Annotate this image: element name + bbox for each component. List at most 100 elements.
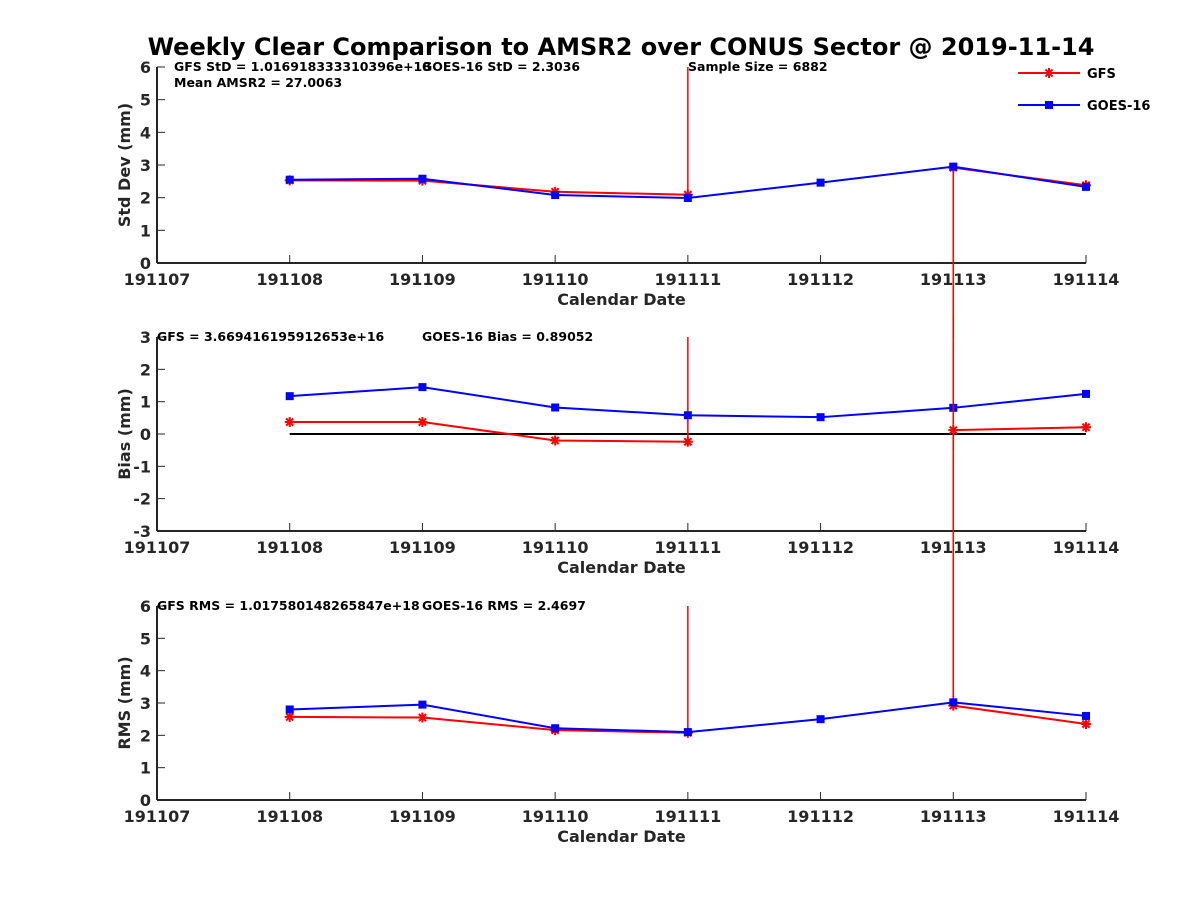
y-tick-label: 6 <box>140 597 151 616</box>
chart-title: Weekly Clear Comparison to AMSR2 over CO… <box>148 33 1095 61</box>
series-gfs <box>284 67 1091 339</box>
series-line <box>289 421 688 443</box>
data-point <box>417 417 428 428</box>
y-tick-label: -3 <box>133 522 151 541</box>
x-tick-label: 191114 <box>1053 538 1120 557</box>
x-tick-label: 191111 <box>654 807 721 826</box>
x-tick-label: 191109 <box>389 538 456 557</box>
y-axis-label: RMS (mm) <box>115 656 134 749</box>
data-point-d2 <box>285 417 295 427</box>
y-axis-label: Bias (mm) <box>115 388 134 480</box>
series-line <box>289 715 688 734</box>
stat-goes: GOES-16 RMS = 2.4697 <box>422 598 586 613</box>
y-tick-label: 1 <box>140 221 151 240</box>
x-tick-label: 191107 <box>124 538 191 557</box>
stat-gfs: GFS RMS = 1.017580148265847e+18 <box>157 598 420 613</box>
legend-marker <box>1045 101 1053 109</box>
x-tick-label: 191114 <box>1053 270 1120 289</box>
y-tick-label: 0 <box>140 791 151 810</box>
y-tick-label: -2 <box>133 490 151 509</box>
data-point <box>418 174 427 183</box>
data-point <box>550 435 561 446</box>
series-goes-16 <box>285 698 1090 737</box>
x-tick-label: 191109 <box>389 807 456 826</box>
stat-gfs: GFS = 3.669416195912653e+16 <box>157 329 385 344</box>
y-tick-label: 3 <box>140 328 151 347</box>
data-point-d2 <box>683 437 693 447</box>
panel-2: -3 -2 -1 0 1 2 3 191107 191108 191109 191110 191111… <box>115 328 1119 577</box>
x-tick-label: 191111 <box>654 270 721 289</box>
y-tick-label: 6 <box>140 58 151 77</box>
legend-label: GFS <box>1087 67 1116 82</box>
y-tick-label: 2 <box>140 189 151 208</box>
data-point <box>285 705 294 714</box>
data-point <box>1082 182 1090 191</box>
stat-gfs: GFS StD = 1.016918333310396e+18 <box>174 59 431 74</box>
data-point <box>551 191 560 200</box>
y-tick-label: 3 <box>140 156 151 175</box>
data-point <box>683 728 692 737</box>
y-tick-label: 0 <box>140 425 151 444</box>
data-point <box>683 411 692 420</box>
data-point <box>816 178 825 187</box>
y-tick-label: 1 <box>140 393 151 412</box>
y-tick-label: 1 <box>140 759 151 778</box>
x-axis-label: Calendar Date <box>557 558 686 577</box>
legend-marker-d2 <box>1044 68 1054 78</box>
data-point-d2 <box>1081 422 1091 432</box>
plot-panels: 0 1 2 3 4 5 6 191107 191108 191109 191110 191111 191… <box>115 58 1119 846</box>
data-point-d2 <box>418 417 427 427</box>
data-point <box>284 417 295 428</box>
series-goes-16 <box>285 162 1090 202</box>
data-point-d2 <box>1081 719 1091 729</box>
x-tick-label: 191114 <box>1053 807 1120 826</box>
legend-label: GOES-16 <box>1087 99 1150 114</box>
data-point <box>682 436 693 447</box>
panel-3: 0 1 2 3 4 5 6 191107 191108 191109 191110 191111 191… <box>115 315 1119 846</box>
y-tick-label: 2 <box>140 360 151 379</box>
series-line <box>953 426 1087 432</box>
data-point-d2 <box>418 713 427 722</box>
data-point <box>1082 711 1090 720</box>
series-gfs <box>284 337 1091 451</box>
data-point <box>949 162 958 171</box>
data-point <box>551 403 560 412</box>
data-point <box>949 698 958 707</box>
series-line <box>953 704 1087 726</box>
data-point <box>284 711 295 722</box>
x-tick-label: 191112 <box>787 270 854 289</box>
data-point <box>1082 389 1090 398</box>
panel-1: 0 1 2 3 4 5 6 191107 191108 191109 191110 191111 191… <box>115 58 1120 339</box>
data-point <box>551 724 560 733</box>
data-point <box>285 392 294 401</box>
x-tick-label: 191112 <box>787 807 854 826</box>
data-point <box>417 712 428 723</box>
stat-goes: GOES-16 StD = 2.3036 <box>422 59 580 74</box>
y-tick-label: 4 <box>140 123 151 142</box>
x-axis-label: Calendar Date <box>557 827 686 846</box>
stat-mean-amsr2: Mean AMSR2 = 27.0063 <box>174 75 342 90</box>
data-point <box>418 383 427 392</box>
x-tick-label: 191107 <box>124 807 191 826</box>
data-point <box>418 700 427 709</box>
x-tick-label: 191110 <box>522 807 589 826</box>
legend: GFS GOES-16 <box>1018 67 1150 114</box>
x-tick-label: 191111 <box>654 538 721 557</box>
x-tick-label: 191108 <box>256 270 323 289</box>
data-point <box>816 413 825 422</box>
x-tick-label: 191107 <box>124 270 191 289</box>
y-tick-label: 4 <box>140 662 151 681</box>
x-tick-label: 191109 <box>389 270 456 289</box>
data-point <box>285 175 294 184</box>
y-axis-label: Std Dev (mm) <box>115 103 134 227</box>
stat-sample-size: Sample Size = 6882 <box>688 59 828 74</box>
y-tick-label: 5 <box>140 91 151 110</box>
y-tick-label: 0 <box>140 254 151 273</box>
x-axis-label: Calendar Date <box>557 290 686 309</box>
data-point <box>683 193 692 202</box>
data-point-d2 <box>285 712 295 722</box>
y-tick-label: 5 <box>140 629 151 648</box>
x-tick-label: 191110 <box>522 538 589 557</box>
data-point-d2 <box>550 436 560 445</box>
